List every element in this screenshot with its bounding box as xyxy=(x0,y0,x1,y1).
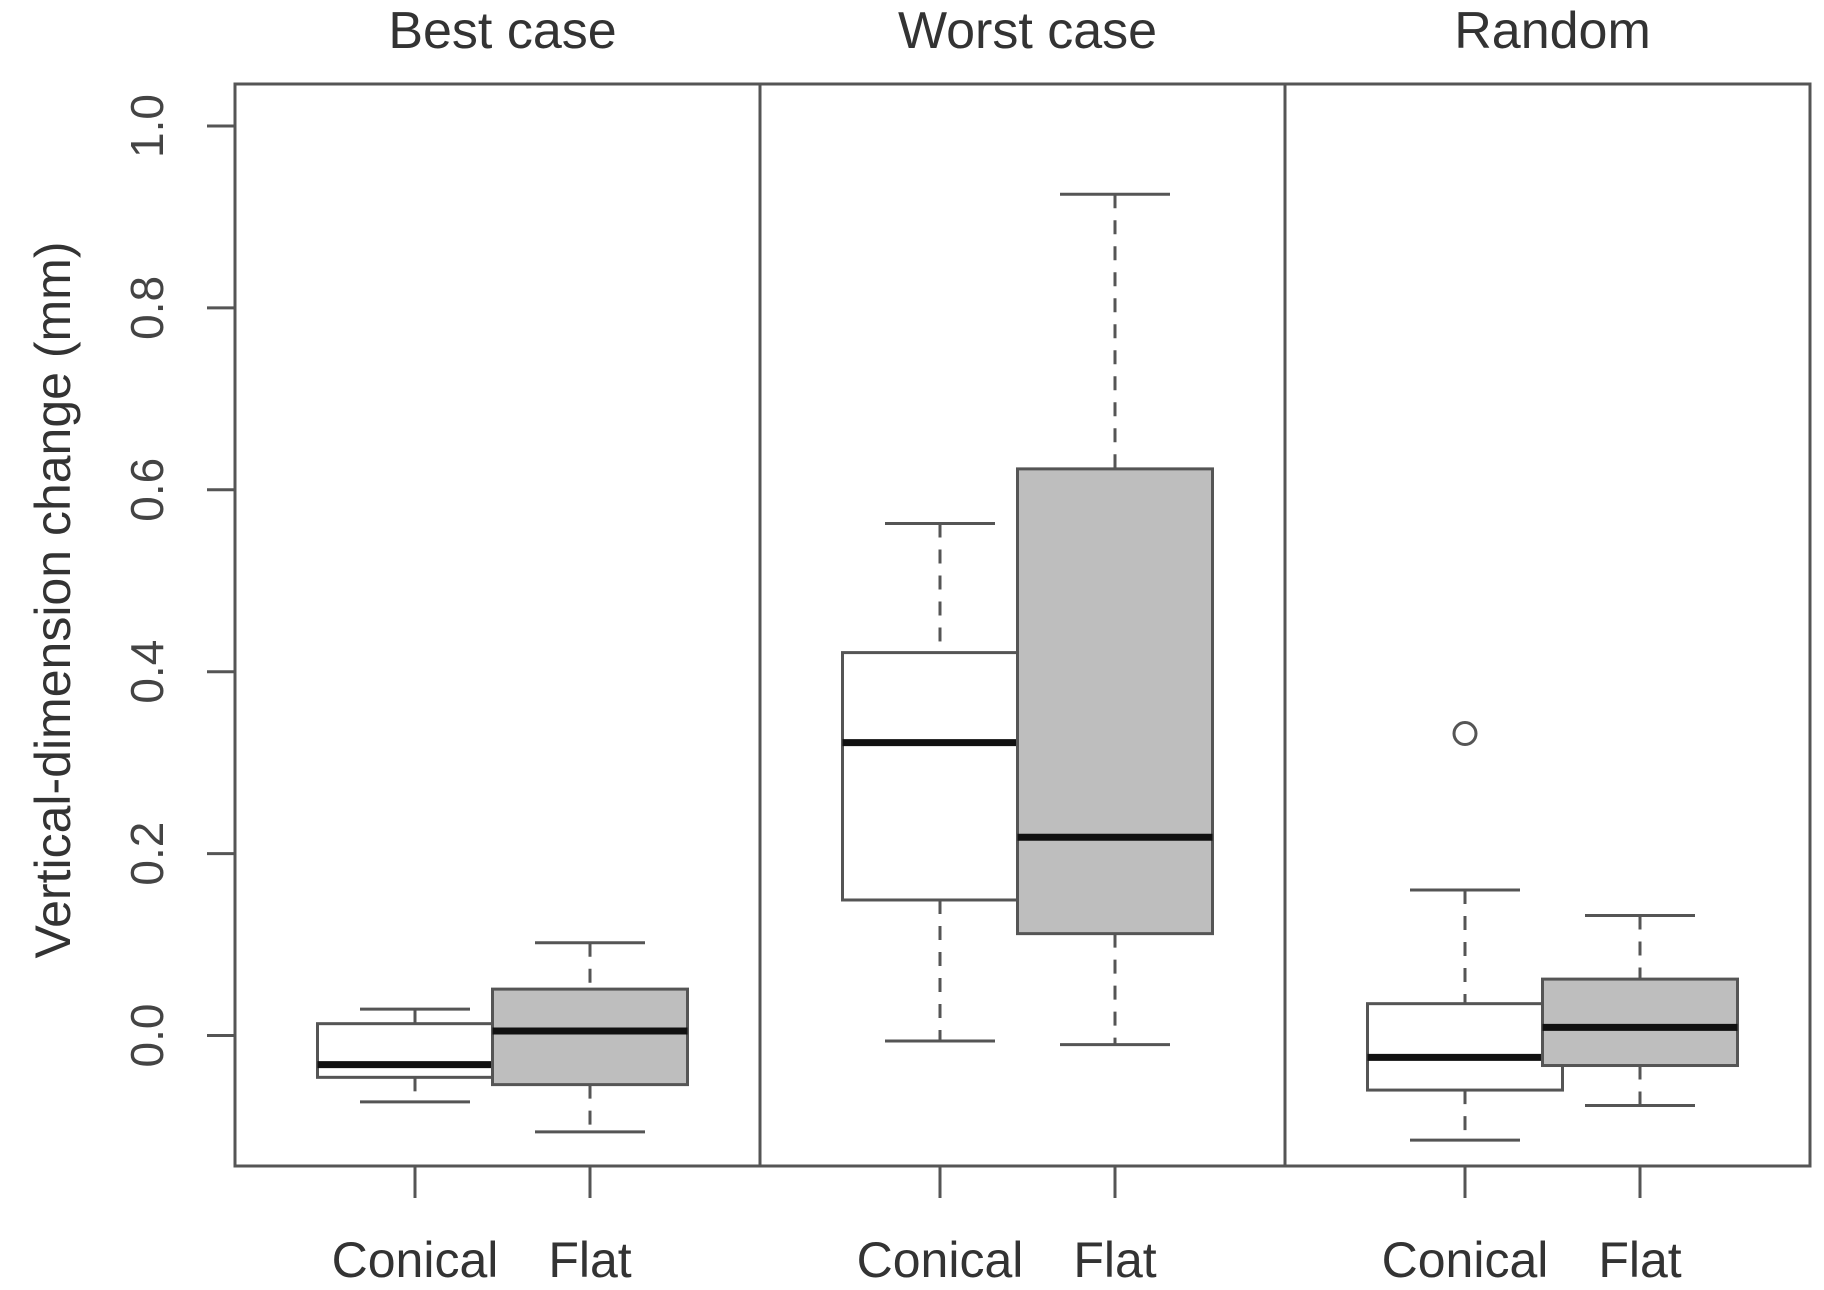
y-tick-label: 0.2 xyxy=(121,822,173,886)
box-conical: Conical xyxy=(1366,721,1564,1288)
x-tick-label: Conical xyxy=(332,1232,499,1288)
iqr-box xyxy=(1541,977,1739,1068)
x-tick-label: Flat xyxy=(548,1232,631,1288)
box-flat: Flat xyxy=(1541,913,1739,1288)
iqr-box xyxy=(491,987,689,1087)
panel-title: Best case xyxy=(388,2,616,60)
box-flat: Flat xyxy=(491,941,689,1288)
panel-worst-case: Worst case Conical Flat xyxy=(758,2,1214,1288)
box-flat: Flat xyxy=(1016,192,1214,1288)
x-tick-label: Conical xyxy=(857,1232,1024,1288)
outlier-point xyxy=(1452,721,1478,747)
y-axis-title: Vertical-dimension change (mm) xyxy=(25,242,81,959)
panel-best-case: Best case Conical Flat xyxy=(316,2,689,1288)
y-tick-label: 1.0 xyxy=(121,94,173,158)
y-axis: 0.0 0.2 0.4 0.6 0.8 1.0 xyxy=(121,94,237,1068)
x-tick-label: Flat xyxy=(1598,1232,1681,1288)
iqr-box xyxy=(1016,467,1214,936)
box-conical: Conical xyxy=(316,1007,514,1288)
y-tick-label: 0.0 xyxy=(121,1004,173,1068)
panel-title: Random xyxy=(1454,2,1651,60)
x-tick-label: Flat xyxy=(1073,1232,1156,1288)
iqr-box xyxy=(1366,1002,1564,1092)
y-tick-label: 0.8 xyxy=(121,276,173,340)
y-tick-label: 0.4 xyxy=(121,640,173,704)
panels-layer: Best case Conical Flat Worst case Conical Fla… xyxy=(233,2,1812,1288)
panel-title: Worst case xyxy=(898,2,1157,60)
box-conical: Conical xyxy=(841,521,1039,1288)
iqr-box xyxy=(316,1022,514,1079)
y-tick-label: 0.6 xyxy=(121,458,173,522)
iqr-box xyxy=(841,651,1039,902)
panel-random: Random Conical Flat xyxy=(1283,2,1739,1288)
x-tick-label: Conical xyxy=(1382,1232,1549,1288)
